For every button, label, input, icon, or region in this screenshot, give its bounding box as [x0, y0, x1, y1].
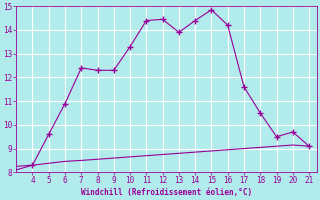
X-axis label: Windchill (Refroidissement éolien,°C): Windchill (Refroidissement éolien,°C) — [81, 188, 252, 197]
